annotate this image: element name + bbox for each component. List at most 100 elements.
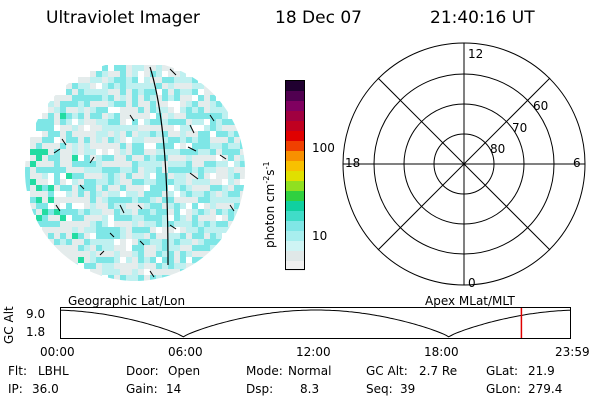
emission-pixel xyxy=(144,239,150,245)
emission-pixel xyxy=(186,119,192,125)
emission-pixel xyxy=(234,143,240,149)
emission-pixel xyxy=(120,179,126,185)
emission-pixel xyxy=(60,221,66,227)
emission-pixel xyxy=(138,89,144,95)
emission-pixel xyxy=(192,197,198,203)
emission-pixel xyxy=(144,95,150,101)
emission-pixel xyxy=(96,71,102,77)
emission-pixel xyxy=(204,251,210,257)
emission-pixel xyxy=(66,197,72,203)
emission-pixel xyxy=(108,83,114,89)
emission-pixel xyxy=(156,155,162,161)
emission-pixel xyxy=(90,161,96,167)
emission-pixel xyxy=(156,71,162,77)
emission-pixel xyxy=(174,209,180,215)
emission-pixel xyxy=(114,185,120,191)
emission-pixel xyxy=(126,269,132,275)
emission-pixel xyxy=(84,209,90,215)
emission-pixel xyxy=(168,191,174,197)
timeline-ylabel: GC Alt xyxy=(2,306,16,344)
emission-pixel xyxy=(132,77,138,83)
emission-pixel xyxy=(222,227,228,233)
emission-pixel xyxy=(162,65,168,71)
emission-pixel xyxy=(198,245,204,251)
coastline-segment xyxy=(169,224,177,230)
emission-pixel xyxy=(222,113,228,119)
emission-pixel xyxy=(102,101,108,107)
emission-pixel xyxy=(72,155,78,161)
emission-pixel xyxy=(102,173,108,179)
emission-pixel xyxy=(54,161,60,167)
emission-pixel xyxy=(192,131,198,137)
emission-pixel xyxy=(186,233,192,239)
emission-pixel xyxy=(48,119,54,125)
emission-pixel xyxy=(210,101,216,107)
emission-pixel xyxy=(114,137,120,143)
emission-pixel xyxy=(210,149,216,155)
timeline-ytick-min: 1.8 xyxy=(26,325,46,339)
emission-pixel xyxy=(102,89,108,95)
emission-pixel xyxy=(156,215,162,221)
emission-pixel xyxy=(174,257,180,263)
emission-pixel xyxy=(192,209,198,215)
emission-pixel xyxy=(96,269,102,275)
emission-pixel xyxy=(216,101,222,107)
emission-pixel xyxy=(126,203,132,209)
emission-pixel xyxy=(126,191,132,197)
emission-pixel xyxy=(174,131,180,137)
emission-pixel xyxy=(168,179,174,185)
emission-pixel xyxy=(90,203,96,209)
emission-pixel xyxy=(210,215,216,221)
emission-pixel xyxy=(198,221,204,227)
emission-pixel xyxy=(240,203,245,209)
colorbar-segment xyxy=(285,200,305,211)
emission-pixel xyxy=(84,149,90,155)
emission-pixel xyxy=(222,143,228,149)
emission-pixel xyxy=(114,179,120,185)
emission-pixel xyxy=(150,167,156,173)
dsp-label: Dsp: xyxy=(246,382,274,396)
emission-pixel xyxy=(138,143,144,149)
emission-pixel xyxy=(108,245,114,251)
emission-pixel xyxy=(138,125,144,131)
coastline-segment xyxy=(89,156,95,164)
emission-pixel xyxy=(234,209,240,215)
emission-pixel xyxy=(144,113,150,119)
emission-pixel xyxy=(108,239,114,245)
emission-pixel xyxy=(90,167,96,173)
emission-pixel xyxy=(204,83,210,89)
emission-pixel xyxy=(180,95,186,101)
emission-pixel xyxy=(102,131,108,137)
ip-label: IP: xyxy=(8,382,23,396)
emission-pixel xyxy=(192,107,198,113)
emission-pixel xyxy=(192,251,198,257)
emission-pixel xyxy=(192,155,198,161)
emission-pixel xyxy=(138,173,144,179)
emission-pixel xyxy=(90,95,96,101)
emission-pixel xyxy=(60,179,66,185)
emission-pixel xyxy=(234,167,240,173)
emission-pixel xyxy=(204,197,210,203)
emission-pixel xyxy=(78,167,84,173)
emission-pixel xyxy=(180,179,186,185)
emission-pixel xyxy=(138,191,144,197)
emission-pixel xyxy=(198,161,204,167)
emission-pixel xyxy=(84,233,90,239)
emission-pixel xyxy=(96,77,102,83)
emission-pixel xyxy=(132,101,138,107)
emission-pixel xyxy=(138,275,144,281)
emission-pixel xyxy=(138,245,144,251)
emission-pixel xyxy=(126,185,132,191)
glon-label: GLon: xyxy=(486,382,521,396)
emission-pixel xyxy=(216,233,222,239)
emission-pixel xyxy=(192,239,198,245)
emission-pixel xyxy=(114,215,120,221)
emission-pixel xyxy=(216,161,222,167)
emission-pixel xyxy=(120,239,126,245)
emission-pixel xyxy=(162,215,168,221)
emission-pixel xyxy=(180,233,186,239)
emission-pixel xyxy=(162,131,168,137)
emission-pixel xyxy=(168,257,174,263)
mlt-label-12: 12 xyxy=(468,47,483,61)
emission-pixel xyxy=(78,89,84,95)
